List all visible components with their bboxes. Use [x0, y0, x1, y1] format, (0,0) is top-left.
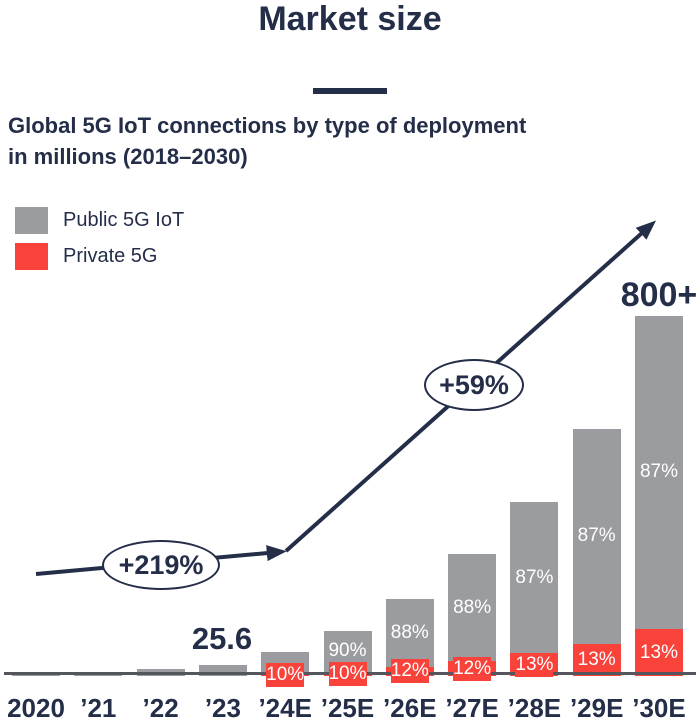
x-axis-label: ’26E [383, 693, 437, 723]
x-axis-label: ’27E [445, 693, 499, 723]
private-5g-swatch-icon [15, 243, 48, 270]
page-title: Market size [258, 0, 442, 38]
bar-segment-public: 88% [448, 554, 497, 662]
x-axis-label: ’30E [632, 693, 686, 723]
bar-segment-public [198, 665, 247, 676]
legend-label-public: Public 5G IoT [63, 209, 185, 231]
bar-30E: 87% [635, 315, 683, 676]
value-label-2023: 25.6 [191, 621, 253, 656]
x-axis-label: 2020 [7, 693, 65, 723]
growth-badge-59: +59% [424, 359, 524, 411]
private-share-label: 13% [639, 640, 679, 665]
bar-segment-public: 87% [635, 315, 683, 630]
public-share-label: 87% [577, 525, 616, 547]
legend-item-private: Private 5G [15, 243, 184, 270]
chart-subtitle-line1: Global 5G IoT connections by type of dep… [8, 113, 527, 138]
x-axis-label: ’21 [80, 693, 117, 723]
bar-26E: 88% [385, 599, 434, 676]
bar-segment-public: 87% [510, 501, 559, 654]
public-share-label: 90% [328, 640, 367, 662]
value-label-2030: 800+ [620, 276, 698, 314]
private-share-label: 12% [453, 656, 492, 681]
bar-segment-public: 87% [572, 428, 621, 644]
public-share-label: 87% [639, 461, 679, 483]
public-share-label: 88% [390, 622, 429, 644]
bar-29E: 87% [572, 428, 621, 676]
private-share-label: 12% [390, 659, 429, 684]
private-share-label: 10% [266, 662, 305, 687]
x-axis-label: ’25E [320, 693, 375, 723]
x-axis-label: ’29E [569, 693, 624, 723]
private-share-label: 13% [515, 652, 554, 677]
chart-subtitle: Global 5G IoT connections by type of dep… [8, 110, 526, 172]
legend-label-private: Private 5G [63, 245, 158, 267]
bar-2020 [12, 675, 60, 676]
legend: Public 5G IoT Private 5G [15, 207, 184, 279]
bar-23 [198, 665, 247, 676]
growth-badge-219: +219% [102, 540, 220, 590]
x-axis-label: ’23 [204, 693, 241, 723]
bar-28E: 87% [510, 501, 559, 676]
chart-subtitle-line2: in millions (2018–2030) [8, 144, 248, 169]
public-5g-iot-swatch-icon [15, 207, 48, 234]
bar-segment-public [12, 675, 60, 676]
private-share-label: 13% [577, 647, 616, 672]
private-share-label: 10% [328, 661, 367, 686]
public-share-label: 88% [453, 596, 492, 618]
x-axis-label: ’28E [507, 693, 562, 723]
bar-segment-public: 88% [385, 599, 434, 667]
x-axis-label: ’24E [258, 693, 312, 723]
title-divider [313, 88, 387, 94]
x-axis-label: ’22 [142, 693, 179, 723]
legend-item-public: Public 5G IoT [15, 207, 184, 234]
public-share-label: 87% [515, 566, 554, 588]
